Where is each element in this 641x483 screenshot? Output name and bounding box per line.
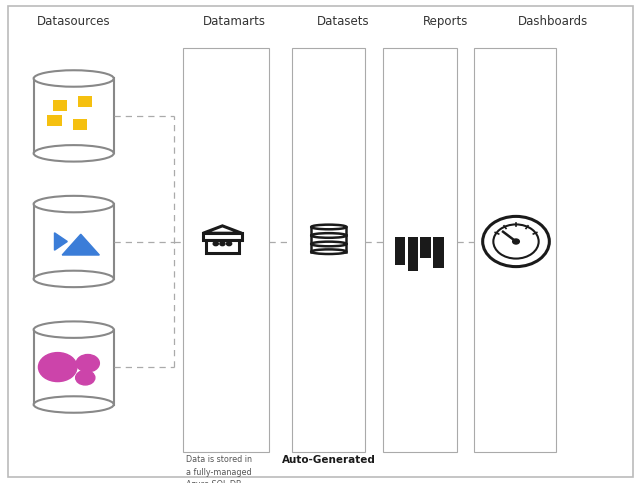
Bar [78,96,92,107]
Ellipse shape [312,249,347,254]
Ellipse shape [34,396,114,413]
Bar [420,237,431,258]
Ellipse shape [34,270,114,287]
Bar [47,115,62,126]
Ellipse shape [312,225,347,229]
Text: Auto-Generated: Auto-Generated [281,455,376,466]
Circle shape [213,242,219,246]
Bar [312,227,346,235]
FancyBboxPatch shape [183,48,269,452]
Polygon shape [54,233,67,250]
Circle shape [38,353,77,382]
FancyBboxPatch shape [383,48,457,452]
Bar [73,119,87,130]
Polygon shape [203,226,242,233]
Circle shape [76,370,95,385]
Bar [34,204,114,279]
Bar [312,244,346,252]
Bar [206,240,239,253]
Polygon shape [62,234,99,255]
Text: Datamarts: Datamarts [203,15,265,28]
Circle shape [483,216,549,267]
Circle shape [513,239,519,244]
Text: Datasources: Datasources [37,15,110,28]
Bar [34,78,114,154]
Bar [312,236,346,243]
Ellipse shape [312,233,347,238]
Text: Dashboards: Dashboards [517,15,588,28]
Ellipse shape [34,70,114,87]
FancyBboxPatch shape [292,48,365,452]
Circle shape [220,242,225,246]
Ellipse shape [34,196,114,213]
Circle shape [76,355,99,372]
Text: Reports: Reports [423,15,468,28]
Bar [203,233,242,240]
Bar [395,237,405,265]
Bar [34,329,114,405]
Bar [408,237,418,271]
Ellipse shape [312,242,347,246]
Text: Datasets: Datasets [317,15,369,28]
Ellipse shape [34,145,114,162]
FancyBboxPatch shape [8,6,633,477]
Text: Data is stored in
a fully-managed
Azure SQL DB –
ready to be
modeled
and consume: Data is stored in a fully-managed Azure … [186,455,252,483]
Ellipse shape [34,321,114,338]
Bar [433,237,444,268]
Circle shape [226,242,231,246]
FancyBboxPatch shape [474,48,556,452]
Bar [53,100,67,111]
